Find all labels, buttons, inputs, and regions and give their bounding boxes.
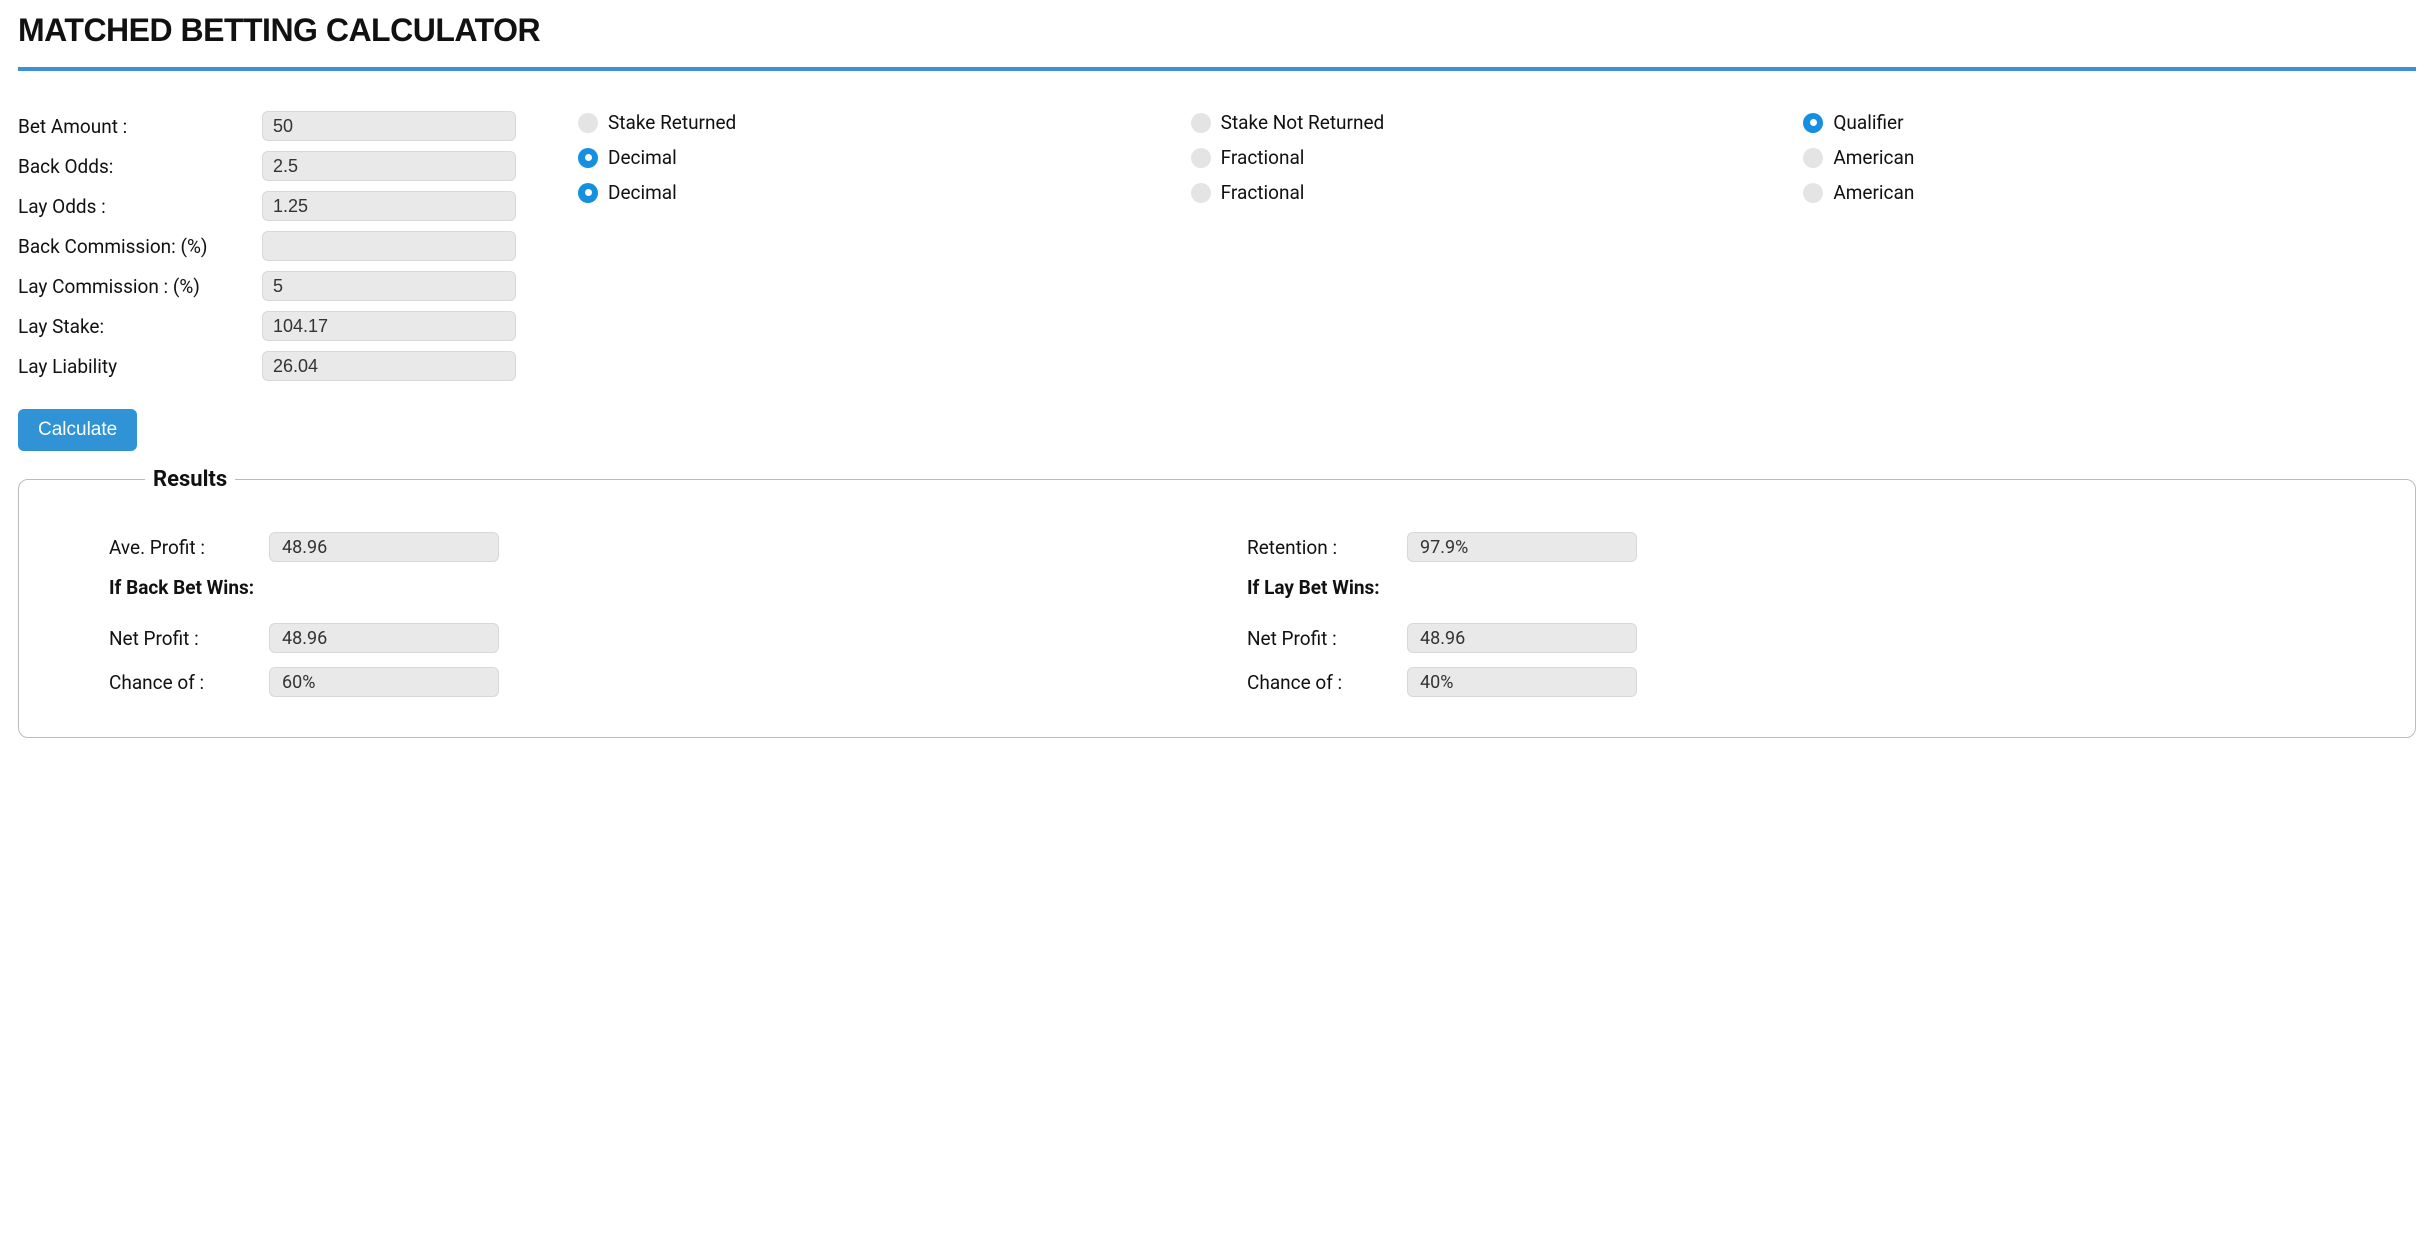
radio-option-label: Fractional <box>1221 181 1305 204</box>
radio-option-label: American <box>1833 181 1914 204</box>
radio-option-decimal[interactable]: Decimal <box>578 181 1191 204</box>
lay-commission-input[interactable] <box>262 271 516 301</box>
ave-profit-value: 48.96 <box>269 532 499 562</box>
top-section: Bet Amount : Back Odds: Lay Odds : Back … <box>18 111 2416 391</box>
back-odds-row: Back Odds: <box>18 151 518 181</box>
radio-dot-icon <box>1803 148 1823 168</box>
back-net-profit-label: Net Profit : <box>109 627 269 650</box>
bet-amount-row: Bet Amount : <box>18 111 518 141</box>
lay-liability-input[interactable] <box>262 351 516 381</box>
lay-liability-row: Lay Liability <box>18 351 518 381</box>
retention-label: Retention : <box>1247 536 1407 559</box>
back-commission-row: Back Commission: (%) <box>18 231 518 261</box>
bet-amount-input[interactable] <box>262 111 516 141</box>
radio-option-label: Stake Not Returned <box>1221 111 1385 134</box>
radio-dot-icon <box>578 113 598 133</box>
radio-option-american[interactable]: American <box>1803 146 2416 169</box>
lay-odds-row: Lay Odds : <box>18 191 518 221</box>
lay-wins-heading: If Lay Bet Wins: <box>1247 576 2325 599</box>
radio-option-american[interactable]: American <box>1803 181 2416 204</box>
lay-net-profit-value: 48.96 <box>1407 623 1637 653</box>
radio-option-fractional[interactable]: Fractional <box>1191 146 1804 169</box>
lay-chance-label: Chance of : <box>1247 671 1407 694</box>
lay-stake-row: Lay Stake: <box>18 311 518 341</box>
results-right-column: Retention : 97.9% If Lay Bet Wins: Net P… <box>1247 532 2325 711</box>
lay-stake-label: Lay Stake: <box>18 315 262 338</box>
results-panel: Results Ave. Profit : 48.96 If Back Bet … <box>18 467 2416 738</box>
lay-odds-input[interactable] <box>262 191 516 221</box>
radio-dot-icon <box>1803 113 1823 133</box>
radios-column: Stake Returned Stake Not Returned Qualifie… <box>578 111 2416 216</box>
back-odds-format-radio-group: Decimal Fractional American <box>578 146 2416 169</box>
radio-option-label: Fractional <box>1221 146 1305 169</box>
back-odds-input[interactable] <box>262 151 516 181</box>
radio-dot-icon <box>1191 183 1211 203</box>
radio-option-stake-not-returned[interactable]: Stake Not Returned <box>1191 111 1804 134</box>
ave-profit-label: Ave. Profit : <box>109 536 269 559</box>
radio-option-label: Stake Returned <box>608 111 736 134</box>
lay-commission-label: Lay Commission : (%) <box>18 275 262 298</box>
back-net-profit-value: 48.96 <box>269 623 499 653</box>
calculate-button[interactable]: Calculate <box>18 409 137 451</box>
back-chance-value: 60% <box>269 667 499 697</box>
lay-chance-value: 40% <box>1407 667 1637 697</box>
lay-commission-row: Lay Commission : (%) <box>18 271 518 301</box>
radio-option-qualifier[interactable]: Qualifier <box>1803 111 2416 134</box>
radio-dot-icon <box>1191 113 1211 133</box>
back-wins-heading: If Back Bet Wins: <box>109 576 1187 599</box>
lay-net-profit-label: Net Profit : <box>1247 627 1407 650</box>
back-commission-label: Back Commission: (%) <box>18 235 262 258</box>
radio-dot-icon <box>1803 183 1823 203</box>
lay-odds-label: Lay Odds : <box>18 195 262 218</box>
bet-amount-label: Bet Amount : <box>18 115 262 138</box>
radio-option-fractional[interactable]: Fractional <box>1191 181 1804 204</box>
title-divider <box>18 67 2416 71</box>
retention-value: 97.9% <box>1407 532 1637 562</box>
radio-option-label: Decimal <box>608 146 677 169</box>
inputs-column: Bet Amount : Back Odds: Lay Odds : Back … <box>18 111 518 391</box>
lay-stake-input[interactable] <box>262 311 516 341</box>
results-left-column: Ave. Profit : 48.96 If Back Bet Wins: Ne… <box>109 532 1187 711</box>
radio-option-label: American <box>1833 146 1914 169</box>
back-chance-label: Chance of : <box>109 671 269 694</box>
radio-option-label: Decimal <box>608 181 677 204</box>
radio-dot-icon <box>1191 148 1211 168</box>
back-odds-label: Back Odds: <box>18 155 262 178</box>
lay-liability-label: Lay Liability <box>18 355 262 378</box>
back-commission-input[interactable] <box>262 231 516 261</box>
page-title: MATCHED BETTING CALCULATOR <box>18 12 2416 49</box>
radio-dot-icon <box>578 148 598 168</box>
radio-option-stake-returned[interactable]: Stake Returned <box>578 111 1191 134</box>
radio-option-label: Qualifier <box>1833 111 1903 134</box>
radio-dot-icon <box>578 183 598 203</box>
results-legend: Results <box>145 467 235 492</box>
stake-radio-group: Stake Returned Stake Not Returned Qualifie… <box>578 111 2416 134</box>
radio-option-decimal[interactable]: Decimal <box>578 146 1191 169</box>
lay-odds-format-radio-group: Decimal Fractional American <box>578 181 2416 204</box>
